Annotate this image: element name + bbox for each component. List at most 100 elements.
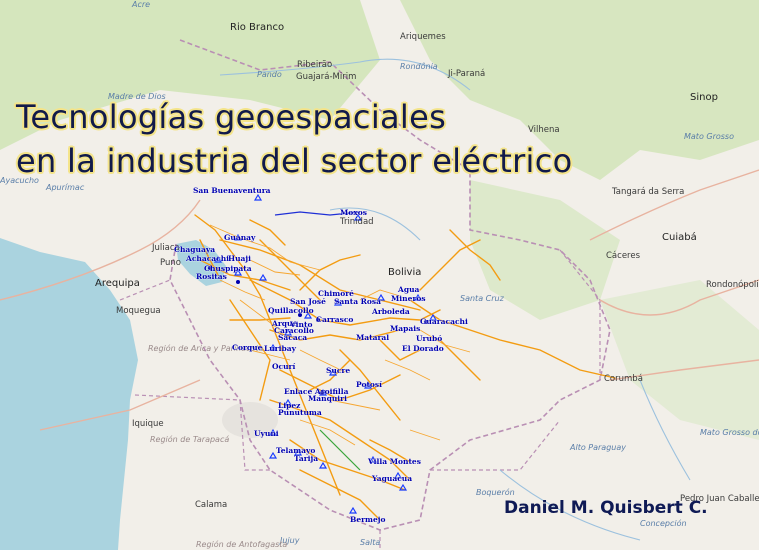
substation-label: Chaguaya xyxy=(174,245,216,254)
substation-marker xyxy=(368,455,378,463)
substation-label: Enlace Aroifilla xyxy=(284,387,349,396)
substation-label: Carrasco xyxy=(316,315,354,324)
substation-label: Bermejo xyxy=(350,515,386,524)
substation-marker xyxy=(293,448,303,456)
country-border xyxy=(169,39,611,531)
substation-marker xyxy=(213,255,223,263)
map-label-cuiaba: Cuiabá xyxy=(662,232,697,243)
substation-label: Santa Rosa xyxy=(334,297,381,306)
substation-label: Ocurí xyxy=(272,362,296,371)
substation-marker xyxy=(283,398,293,406)
substation-label: Uyuni xyxy=(254,429,279,438)
substation-label: Corque xyxy=(232,343,263,352)
substation-label: Urubó xyxy=(416,334,443,343)
substation-label: Tarija xyxy=(294,454,319,463)
title-line-1: Tecnologías geoespaciales xyxy=(16,98,447,136)
map-label-rio-branco: Rio Branco xyxy=(230,22,285,33)
map-label-acre: Acre xyxy=(132,0,151,9)
substation-marker xyxy=(328,368,338,376)
map-label-boqueron: Boquerón xyxy=(476,488,515,497)
substation-label: Potosí xyxy=(356,380,382,389)
substation-label: Telamayo xyxy=(276,446,316,455)
map-label-region-tarapaca: Región de Tarapacá xyxy=(150,435,230,444)
map-label-rondonopolis: Rondonópolis xyxy=(706,280,759,290)
substation-label: Lipez xyxy=(278,401,301,410)
map-label-madre-de-dios: Madre de Dios xyxy=(108,92,166,101)
substation-marker xyxy=(283,328,293,336)
substation-marker xyxy=(268,428,278,436)
map-label-corumba: Corumbá xyxy=(604,374,643,384)
substation-label: Caracollo xyxy=(274,326,314,335)
substation-label: Quillacollo xyxy=(268,306,314,315)
substation-label: Sacaca xyxy=(278,333,308,342)
substation-label: Villa Montes xyxy=(368,457,421,466)
substation-label: Sucre xyxy=(326,366,351,375)
map-label-puno: Puno xyxy=(160,258,181,268)
map-label-calama: Calama xyxy=(195,500,228,510)
road xyxy=(0,169,759,431)
river xyxy=(219,58,691,541)
map-label-mato-grosso-do-sul: Mato Grosso do Sul xyxy=(700,428,759,437)
map-label-ribeirao: Ribeirão xyxy=(297,60,333,70)
forest-area xyxy=(400,0,759,180)
substation-marker xyxy=(398,483,408,491)
map-label-concepcion: Concepción xyxy=(640,519,687,528)
substation-marker xyxy=(233,233,243,241)
map-label-guajara: Guajará-Mirim xyxy=(296,72,357,82)
title-line-2: en la industria del sector eléctrico xyxy=(16,142,573,180)
substation-marker xyxy=(303,311,313,319)
substation-marker xyxy=(428,313,438,321)
substation-marker xyxy=(363,381,373,389)
substation-label: San Buenaventura xyxy=(193,186,271,195)
map-label-moquegua: Moquegua xyxy=(116,306,161,316)
map-label-sinop: Sinop xyxy=(690,92,718,103)
substation-label: Mapais xyxy=(390,324,421,333)
substation-marker xyxy=(318,461,328,469)
map-label-apurimac: Apurímac xyxy=(46,183,85,192)
map-label-juliaca: Juliaca xyxy=(152,243,180,253)
map-label-region-antofagasta: Región de Antofagasta xyxy=(196,540,288,549)
substation-label: Arque xyxy=(272,319,298,328)
lake-titicaca xyxy=(176,240,226,286)
substation-marker xyxy=(393,471,403,479)
country-border xyxy=(119,249,601,550)
substation-marker xyxy=(253,193,263,201)
substation-marker xyxy=(413,293,423,301)
map-label-mato-grosso: Mato Grosso xyxy=(684,132,734,141)
map-label-jujuy: Jujuy xyxy=(280,536,300,545)
ocean-area xyxy=(0,238,138,550)
author-name: Daniel M. Quisbert C. xyxy=(504,498,708,518)
substation-label: Manquiri xyxy=(308,394,347,403)
map-label-ariquemes: Ariquemes xyxy=(400,32,446,42)
map-label-rondonia: Rondônia xyxy=(400,62,438,71)
substation-label: Guaracachi xyxy=(420,317,468,326)
map-label-tangara: Tangará da Serra xyxy=(612,187,685,197)
substation-label: Achacachi xyxy=(186,254,229,263)
substation-label: Huaji xyxy=(228,254,251,263)
substation-label: Guanay xyxy=(224,233,256,242)
map-label-ji-parana: Ji-Paraná xyxy=(448,69,486,79)
map-label-santa-cruz: Santa Cruz xyxy=(460,294,504,303)
substation-label: Vinto xyxy=(290,320,313,329)
substation-marker xyxy=(333,298,343,306)
forest-area xyxy=(0,0,380,150)
map-label-pedro-juan: Pedro Juan Caballero xyxy=(680,494,759,504)
substation-label: Rositas xyxy=(196,272,227,281)
substation-marker xyxy=(258,273,268,281)
map-label-bolivia: Bolivia xyxy=(388,267,422,278)
substation-label: Yaguacua xyxy=(372,474,413,483)
substation-marker xyxy=(268,343,278,351)
substation-marker xyxy=(353,213,363,221)
map-label-iquique: Iquique xyxy=(132,419,164,429)
forest-area xyxy=(470,180,620,320)
forest-area xyxy=(600,280,759,440)
substation-label: San José xyxy=(290,297,326,306)
substation-label: Mineros xyxy=(391,294,426,303)
map-label-salta: Salta xyxy=(360,538,381,547)
substation-label: El Dorado xyxy=(402,344,444,353)
substation-label: Arboleda xyxy=(372,307,410,316)
substation-marker xyxy=(348,506,358,514)
map-label-caceres: Cáceres xyxy=(606,251,641,261)
